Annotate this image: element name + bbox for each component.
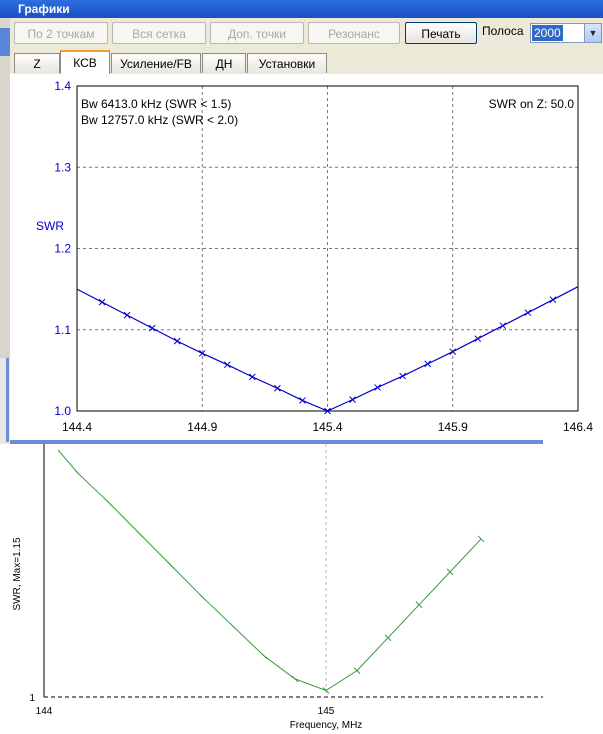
whole-grid-button[interactable]: Вся сетка	[112, 22, 206, 44]
left-panel-strip	[0, 18, 10, 358]
swr-data-point	[223, 361, 231, 369]
x-tick-label: 146.4	[563, 420, 593, 434]
tab-settings[interactable]: Установки	[247, 53, 327, 73]
x-tick-label: 145	[318, 706, 335, 717]
two-points-button[interactable]: По 2 точкам	[14, 22, 108, 44]
swr-data-point	[198, 349, 206, 357]
window-titlebar: Графики	[0, 0, 603, 18]
swr-chart: 1.0 1.1 1.2 1.3 1.4 144.4 144.9 145.4 145.9 146.4…	[10, 74, 603, 442]
bandwidth-annotation-1: Bw 6413.0 kHz (SWR < 1.5)	[81, 97, 231, 111]
swr-series-line	[57, 449, 482, 691]
tab-pattern[interactable]: ДН	[202, 53, 246, 73]
swr-on-z-annotation: SWR on Z: 50.0	[489, 97, 575, 111]
swr-data-point	[291, 675, 299, 683]
swr-data-point	[353, 667, 361, 675]
x-tick-label: 145.9	[438, 420, 468, 434]
swr-data-point	[167, 561, 175, 569]
swr-data-point	[98, 298, 106, 306]
panel-border-left	[6, 358, 9, 442]
tab-strip: Z КСВ Усиление/FB ДН Установки	[10, 48, 603, 74]
y-tick-label: 1.4	[54, 79, 71, 93]
swr-data-point	[474, 335, 482, 343]
swr-data-point	[449, 348, 457, 356]
swr-data-point	[248, 373, 256, 381]
tab-swr[interactable]: КСВ	[60, 50, 110, 74]
band-label: Полоса	[482, 24, 524, 38]
swr-data-point	[173, 337, 181, 345]
x-axis-label: Frequency, MHz	[290, 720, 363, 731]
band-select-value: 2000	[532, 25, 563, 41]
y-tick-label: 1.1	[54, 323, 71, 337]
swr-data-point	[105, 499, 113, 507]
swr-data-point	[123, 311, 131, 319]
x-tick-label: 145.4	[312, 420, 342, 434]
tab-gain-fb[interactable]: Усиление/FB	[111, 53, 201, 73]
bandwidth-annotation-2: Bw 12757.0 kHz (SWR < 2.0)	[81, 113, 238, 127]
left-panel-fragment	[0, 28, 10, 56]
swr-data-point	[384, 634, 392, 642]
y-tick-label: 1.3	[54, 160, 71, 174]
y-axis-label: SWR, Max=1.15	[12, 537, 23, 611]
y-tick-label: 1	[29, 693, 35, 704]
y-tick-label: 1.2	[54, 242, 71, 256]
swr-data-point	[74, 469, 82, 477]
print-button[interactable]: Печать	[405, 22, 477, 44]
swr-data-point	[415, 601, 423, 609]
swr-data-point	[136, 530, 144, 538]
resonance-button[interactable]: Резонанс	[308, 22, 400, 44]
swr-data-point	[229, 622, 237, 630]
swr-data-point	[299, 397, 306, 404]
swr-reference-chart: 144 145 1 Frequency, MHz SWR, Max=1.15	[0, 444, 603, 734]
swr-data-point	[349, 396, 356, 403]
swr-data-point	[477, 535, 485, 543]
x-tick-label: 144	[36, 706, 53, 717]
swr-data-point	[148, 324, 156, 332]
y-tick-label: 1.0	[54, 404, 71, 418]
panel-separator	[0, 358, 10, 448]
chevron-down-icon[interactable]: ▼	[584, 24, 601, 42]
tab-z[interactable]: Z	[14, 53, 60, 73]
extra-points-button[interactable]: Доп. точки	[210, 22, 304, 44]
swr-data-point	[274, 384, 281, 392]
band-select[interactable]: 2000 ▼	[530, 23, 602, 43]
swr-data-point	[198, 593, 206, 600]
swr-data-point	[424, 360, 432, 368]
swr-data-point	[524, 309, 532, 317]
toolbar: По 2 точкам Вся сетка Доп. точки Резонан…	[10, 18, 603, 48]
swr-data-point	[499, 322, 507, 330]
window-title: Графики	[18, 2, 70, 16]
swr-data-point	[549, 296, 557, 304]
swr-data-point	[374, 384, 381, 391]
swr-data-point	[324, 407, 331, 415]
swr-data-point	[446, 568, 454, 576]
swr-data-point	[399, 372, 407, 380]
swr-data-point	[322, 687, 330, 694]
x-tick-label: 144.9	[187, 420, 217, 434]
swr-data-point	[260, 652, 268, 660]
y-axis-label: SWR	[36, 219, 64, 233]
x-tick-label: 144.4	[62, 420, 92, 434]
panel-border-bottom	[10, 440, 543, 444]
